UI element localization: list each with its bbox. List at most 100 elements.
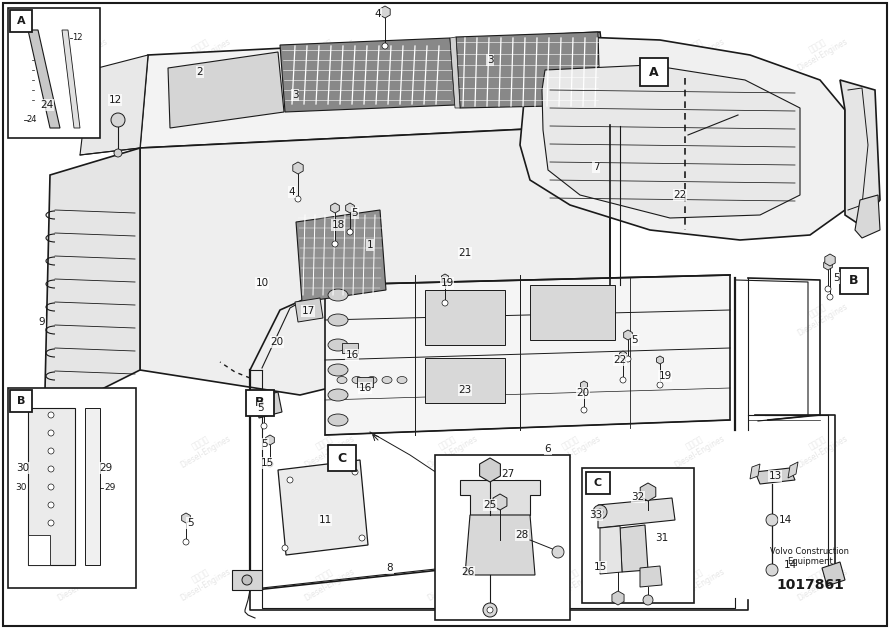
Polygon shape (598, 498, 675, 528)
Text: 紫发动力
Diesel-Engines: 紫发动力 Diesel-Engines (544, 28, 603, 72)
Circle shape (242, 575, 252, 585)
Polygon shape (296, 210, 386, 302)
Bar (8, 8, 100, 138)
Text: B: B (17, 396, 25, 406)
Bar (435, 455, 570, 620)
Text: 5: 5 (352, 208, 359, 218)
Text: 11: 11 (319, 515, 332, 525)
Text: 紫发动力
Diesel-Engines: 紫发动力 Diesel-Engines (668, 557, 726, 603)
Text: 30: 30 (15, 484, 27, 493)
Text: 26: 26 (461, 567, 474, 577)
Text: 紫发动力
Diesel-Engines: 紫发动力 Diesel-Engines (51, 425, 109, 470)
Text: 紫发动力
Diesel-Engines: 紫发动力 Diesel-Engines (297, 425, 356, 470)
Polygon shape (450, 37, 460, 108)
Text: 紫发动力
Diesel-Engines: 紫发动力 Diesel-Engines (790, 425, 849, 470)
Text: 紫发动力
Diesel-Engines: 紫发动力 Diesel-Engines (790, 28, 849, 72)
Polygon shape (620, 525, 648, 572)
Text: 紫发动力
Diesel-Engines: 紫发动力 Diesel-Engines (668, 425, 726, 470)
Text: 紫发动力
Diesel-Engines: 紫发动力 Diesel-Engines (790, 160, 849, 205)
Circle shape (352, 469, 358, 475)
Circle shape (825, 286, 831, 292)
Text: 8: 8 (386, 563, 393, 573)
Polygon shape (80, 55, 148, 155)
Text: 2: 2 (197, 67, 203, 77)
Text: 1: 1 (367, 240, 373, 250)
Text: 5: 5 (187, 518, 193, 528)
Text: 紫发动力
Diesel-Engines: 紫发动力 Diesel-Engines (421, 292, 480, 338)
Text: 6: 6 (545, 444, 551, 454)
Circle shape (48, 520, 54, 526)
Ellipse shape (328, 364, 348, 376)
Circle shape (267, 461, 273, 467)
Polygon shape (255, 392, 282, 418)
Bar (840, 268, 868, 294)
Text: 25: 25 (483, 500, 497, 510)
Text: 5: 5 (258, 403, 264, 413)
Bar (640, 58, 668, 86)
Text: 20: 20 (271, 337, 284, 347)
Text: 19: 19 (659, 371, 672, 381)
Circle shape (48, 412, 54, 418)
Text: 29: 29 (100, 463, 113, 473)
Polygon shape (62, 30, 80, 128)
Text: Equipment: Equipment (787, 557, 833, 567)
Text: 22: 22 (674, 190, 686, 200)
Polygon shape (85, 408, 100, 565)
Polygon shape (465, 515, 535, 575)
Ellipse shape (337, 377, 347, 384)
Polygon shape (357, 377, 373, 387)
Circle shape (483, 603, 497, 617)
Text: 紫发动力
Diesel-Engines: 紫发动力 Diesel-Engines (421, 425, 480, 470)
Polygon shape (840, 80, 880, 225)
Circle shape (48, 430, 54, 436)
Text: A: A (17, 16, 25, 26)
Bar (425, 358, 505, 403)
Text: 紫发动力
Diesel-Engines: 紫发动力 Diesel-Engines (790, 557, 849, 603)
Bar (10, 10, 32, 32)
Text: 1017861: 1017861 (776, 578, 844, 592)
Bar (586, 472, 610, 494)
Circle shape (597, 509, 603, 515)
Circle shape (183, 539, 189, 545)
Circle shape (625, 356, 631, 362)
Text: 15: 15 (594, 562, 607, 572)
Text: 紫发动力
Diesel-Engines: 紫发动力 Diesel-Engines (51, 292, 109, 338)
Polygon shape (822, 562, 845, 586)
Polygon shape (456, 32, 600, 108)
Polygon shape (280, 38, 455, 112)
Bar (328, 445, 356, 471)
Polygon shape (788, 462, 798, 478)
Polygon shape (640, 566, 662, 587)
Circle shape (48, 502, 54, 508)
Text: 3: 3 (292, 90, 298, 100)
Polygon shape (140, 32, 610, 148)
Text: 紫发动力
Diesel-Engines: 紫发动力 Diesel-Engines (544, 160, 603, 205)
Text: 紫发动力
Diesel-Engines: 紫发动力 Diesel-Engines (544, 292, 603, 338)
Text: 9: 9 (38, 317, 45, 327)
Circle shape (48, 466, 54, 472)
Polygon shape (168, 52, 284, 128)
Circle shape (827, 294, 833, 300)
Text: 24: 24 (40, 100, 53, 110)
Bar (8, 388, 136, 588)
Ellipse shape (352, 377, 362, 384)
Text: 紫发动力
Diesel-Engines: 紫发动力 Diesel-Engines (297, 557, 356, 603)
Text: B: B (849, 274, 859, 287)
Text: 紫发动力
Diesel-Engines: 紫发动力 Diesel-Engines (668, 160, 726, 205)
Text: 紫发动力
Diesel-Engines: 紫发动力 Diesel-Engines (421, 557, 480, 603)
Text: 紫发动力
Diesel-Engines: 紫发动力 Diesel-Engines (297, 160, 356, 205)
Text: 23: 23 (458, 385, 472, 395)
Text: 紫发动力
Diesel-Engines: 紫发动力 Diesel-Engines (51, 160, 109, 205)
Text: 32: 32 (631, 492, 644, 502)
Text: 14: 14 (779, 515, 791, 525)
Text: 紫发动力
Diesel-Engines: 紫发动力 Diesel-Engines (174, 425, 232, 470)
Text: B: B (255, 396, 264, 409)
Circle shape (382, 43, 388, 49)
Text: 14: 14 (783, 560, 797, 570)
Text: 27: 27 (501, 469, 514, 479)
Bar (246, 390, 274, 416)
Text: 21: 21 (458, 248, 472, 258)
Circle shape (111, 113, 125, 127)
Ellipse shape (382, 377, 392, 384)
Circle shape (581, 407, 587, 413)
